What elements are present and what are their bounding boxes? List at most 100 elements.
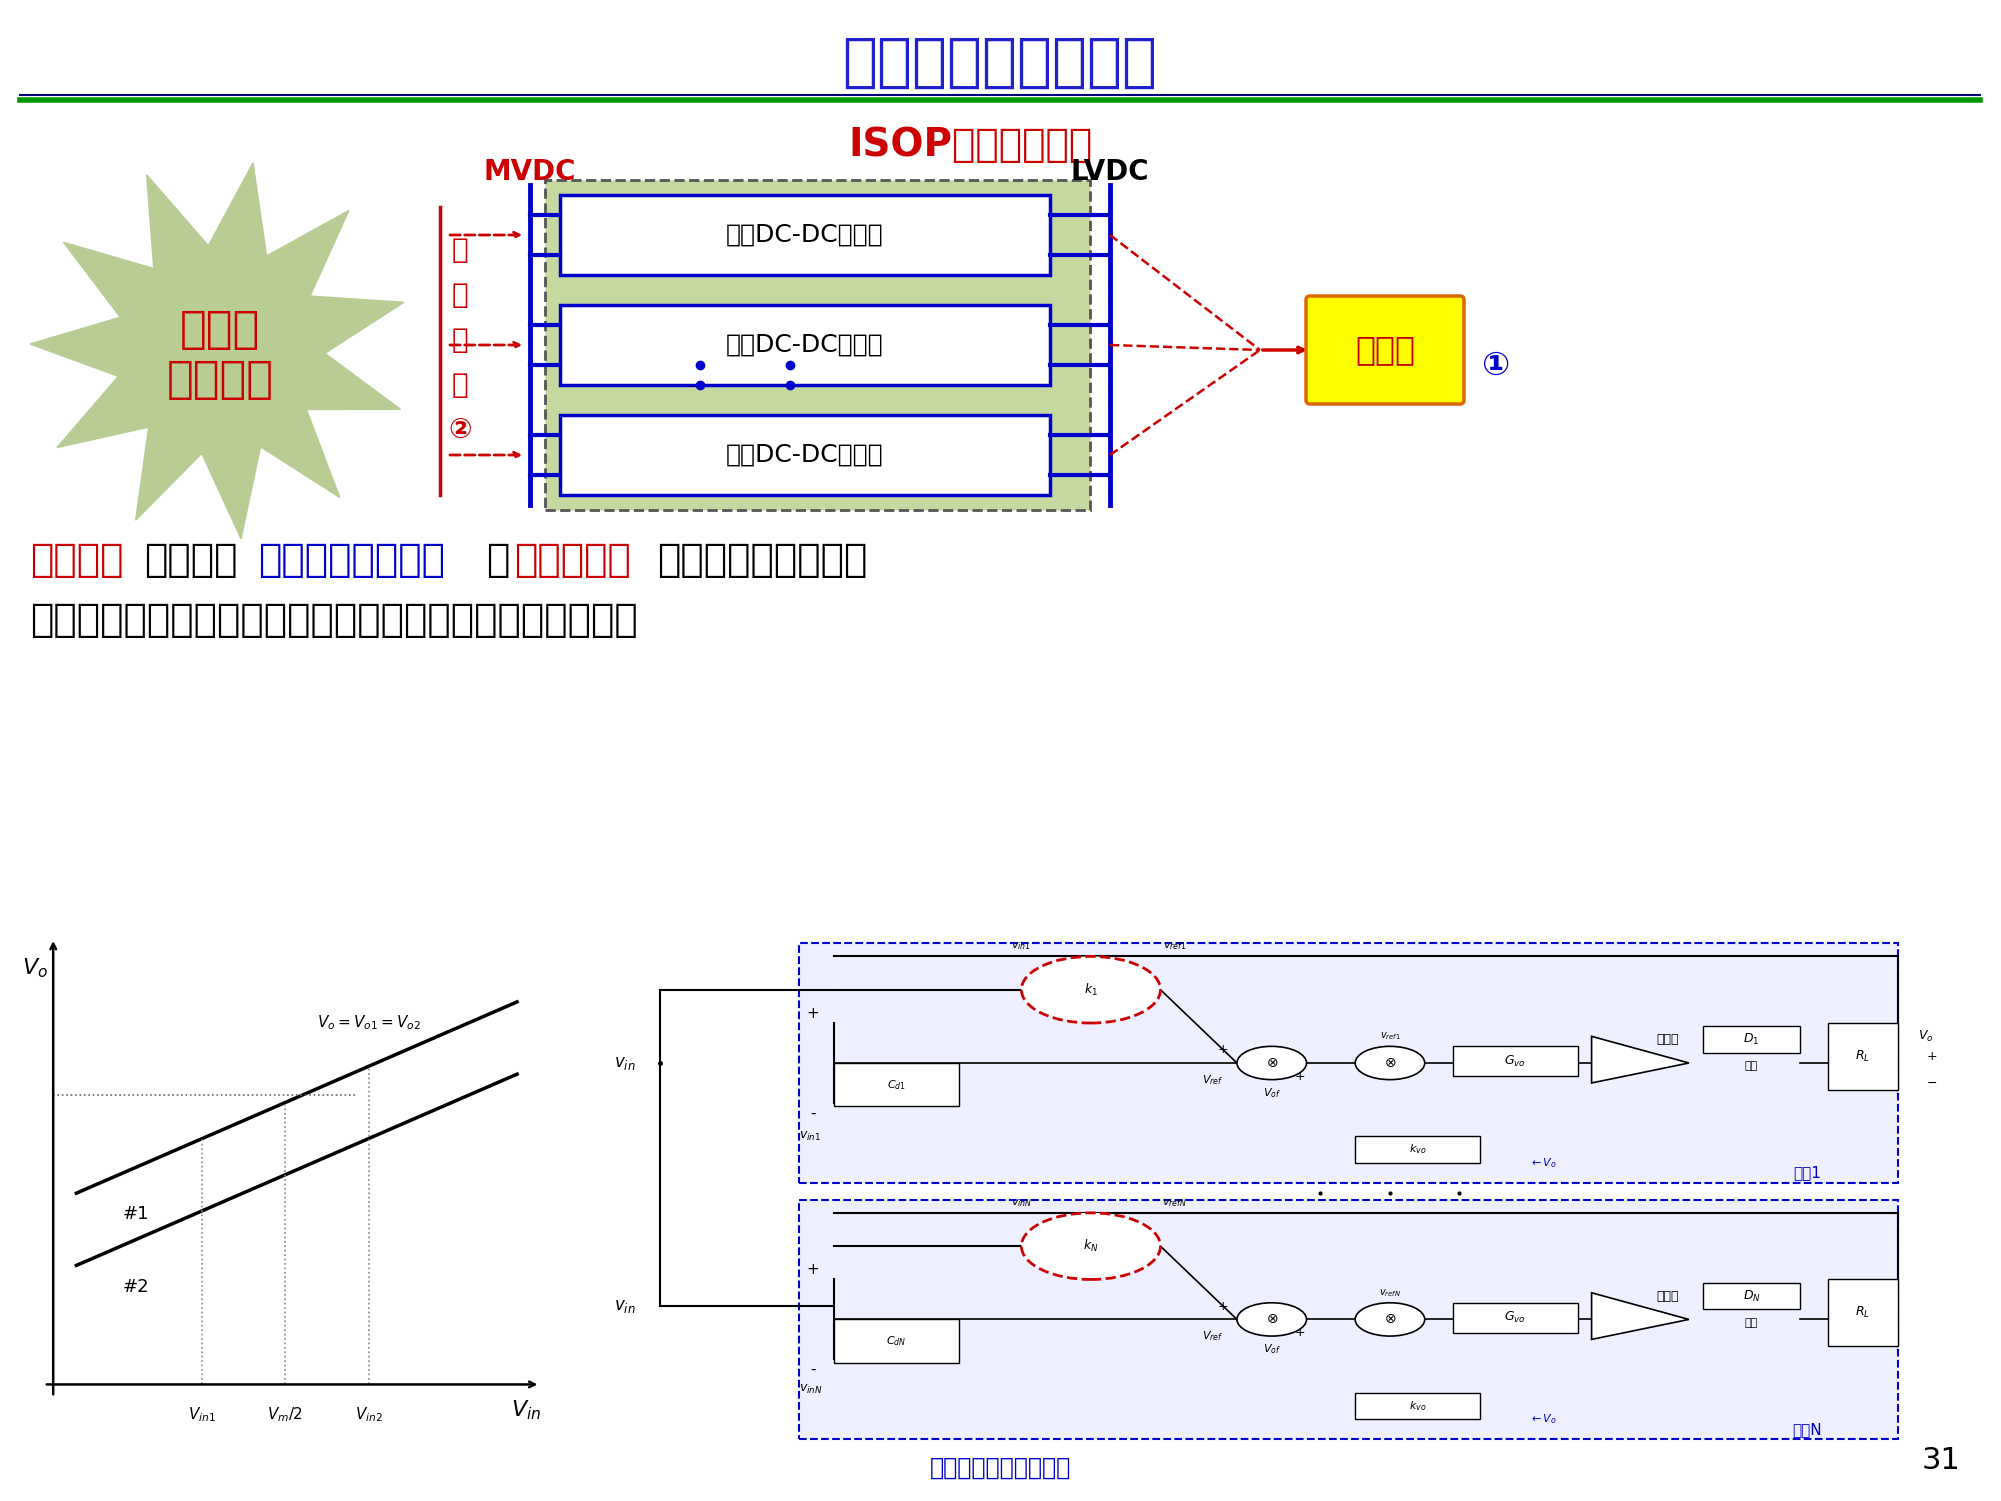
Text: 模块1: 模块1 bbox=[1793, 1165, 1821, 1180]
Text: +: + bbox=[806, 1006, 818, 1021]
Text: $v_{ref1}$: $v_{ref1}$ bbox=[1379, 1031, 1401, 1042]
Circle shape bbox=[1237, 1303, 1307, 1336]
Text: $R_L$: $R_L$ bbox=[1855, 1306, 1871, 1321]
Bar bbox=[560, 195, 1051, 275]
Bar bbox=[1703, 1027, 1801, 1054]
Text: $D_1$: $D_1$ bbox=[1743, 1033, 1759, 1048]
Text: $k_{vo}$: $k_{vo}$ bbox=[1409, 1399, 1427, 1412]
Text: $D_N$: $D_N$ bbox=[1743, 1288, 1761, 1304]
Text: $v_{in}$: $v_{in}$ bbox=[614, 1054, 636, 1072]
Text: +: + bbox=[1219, 1043, 1229, 1057]
Circle shape bbox=[1355, 1046, 1425, 1079]
Bar bbox=[834, 1063, 958, 1106]
Text: 比较器: 比较器 bbox=[1657, 1289, 1679, 1303]
Text: 压: 压 bbox=[452, 281, 468, 309]
Text: $\otimes$: $\otimes$ bbox=[1265, 1057, 1279, 1070]
Text: $V_{in}$: $V_{in}$ bbox=[510, 1397, 542, 1421]
Text: 双向DC-DC变换器: 双向DC-DC变换器 bbox=[726, 333, 884, 357]
FancyBboxPatch shape bbox=[1307, 296, 1465, 404]
Text: $\otimes$: $\otimes$ bbox=[1385, 1312, 1397, 1327]
Circle shape bbox=[1021, 1213, 1161, 1279]
Text: 输出电压上翘特性: 输出电压上翘特性 bbox=[258, 540, 444, 579]
Text: 多模块均衡控制策略: 多模块均衡控制策略 bbox=[842, 33, 1157, 90]
Text: $k_1$: $k_1$ bbox=[1085, 982, 1099, 998]
Text: $V_{in1}$: $V_{in1}$ bbox=[188, 1406, 216, 1424]
Text: $V_o$: $V_o$ bbox=[1917, 1028, 1933, 1043]
Text: 均: 均 bbox=[452, 236, 468, 264]
Text: 母: 母 bbox=[452, 326, 468, 354]
Text: -: - bbox=[810, 1361, 816, 1376]
Text: 比较器: 比较器 bbox=[1657, 1033, 1679, 1046]
Bar bbox=[544, 180, 1091, 510]
Text: 模块N: 模块N bbox=[1793, 1421, 1823, 1436]
Text: $v_{in1}$: $v_{in1}$ bbox=[798, 1130, 820, 1142]
Circle shape bbox=[1355, 1303, 1425, 1336]
Text: ISOP型直流变压器: ISOP型直流变压器 bbox=[848, 126, 1093, 164]
Text: +: + bbox=[806, 1262, 818, 1277]
FancyBboxPatch shape bbox=[798, 943, 1897, 1183]
Text: $v_{ref1}$: $v_{ref1}$ bbox=[1163, 941, 1187, 952]
Text: 线: 线 bbox=[452, 371, 468, 399]
Text: $V_{in2}$: $V_{in2}$ bbox=[354, 1406, 382, 1424]
Text: 双向DC-DC变换器: 双向DC-DC变换器 bbox=[726, 224, 884, 248]
Text: 创新点：: 创新点： bbox=[30, 540, 124, 579]
Text: $v_{refN}$: $v_{refN}$ bbox=[1379, 1286, 1401, 1298]
Text: $V_{of}$: $V_{of}$ bbox=[1263, 1087, 1281, 1100]
Text: $V_o$: $V_o$ bbox=[22, 956, 48, 980]
Text: #1: #1 bbox=[122, 1205, 150, 1223]
Text: $R_L$: $R_L$ bbox=[1855, 1049, 1871, 1064]
Text: $C_{d1}$: $C_{d1}$ bbox=[886, 1078, 906, 1091]
Text: −: − bbox=[1927, 1076, 1937, 1090]
Bar bbox=[560, 305, 1051, 384]
Text: $V_o=V_{o1}=V_{o2}$: $V_o=V_{o1}=V_{o2}$ bbox=[316, 1013, 420, 1033]
Polygon shape bbox=[1591, 1292, 1689, 1339]
Bar bbox=[560, 414, 1051, 495]
Text: 串联均压: 串联均压 bbox=[166, 359, 274, 401]
Circle shape bbox=[1237, 1046, 1307, 1079]
Text: +: + bbox=[1927, 1049, 1937, 1063]
Text: +: + bbox=[1295, 1327, 1305, 1339]
Text: ①: ① bbox=[1481, 348, 1509, 381]
Text: $\leftarrow V_o$: $\leftarrow V_o$ bbox=[1529, 1412, 1557, 1426]
Text: 样自身信息，去除均衡控制互联线，从而提高系统可靠性。: 样自身信息，去除均衡控制互联线，从而提高系统可靠性。 bbox=[30, 600, 638, 639]
Text: $\otimes$: $\otimes$ bbox=[1265, 1312, 1279, 1327]
Polygon shape bbox=[30, 164, 404, 539]
Text: 控制器: 控制器 bbox=[1355, 333, 1415, 366]
Bar bbox=[1355, 1136, 1481, 1163]
Bar bbox=[834, 1319, 958, 1363]
Text: 无互联均压: 无互联均压 bbox=[514, 540, 632, 579]
Text: $v_{inN}$: $v_{inN}$ bbox=[798, 1382, 822, 1396]
Text: LVDC: LVDC bbox=[1071, 158, 1149, 186]
Text: $k_N$: $k_N$ bbox=[1083, 1238, 1099, 1255]
Text: +: + bbox=[1219, 1300, 1229, 1312]
Text: $G_{vo}$: $G_{vo}$ bbox=[1505, 1310, 1527, 1325]
Text: $\leftarrow V_o$: $\leftarrow V_o$ bbox=[1529, 1156, 1557, 1169]
Text: 控制策略，模块只采: 控制策略，模块只采 bbox=[656, 540, 866, 579]
Circle shape bbox=[1021, 956, 1161, 1024]
Bar bbox=[1829, 1279, 1897, 1346]
Bar bbox=[1453, 1303, 1577, 1333]
Text: 驱动: 驱动 bbox=[1745, 1061, 1759, 1072]
Bar bbox=[1703, 1283, 1801, 1309]
Text: $v_{inN}$: $v_{inN}$ bbox=[1011, 1196, 1033, 1208]
Text: -: - bbox=[810, 1105, 816, 1120]
Text: +: + bbox=[1295, 1070, 1305, 1082]
Polygon shape bbox=[1591, 1036, 1689, 1084]
Text: $v_{in1}$: $v_{in1}$ bbox=[1011, 941, 1031, 952]
Text: 驱动: 驱动 bbox=[1745, 1318, 1759, 1328]
Bar bbox=[1829, 1024, 1897, 1090]
Text: 的: 的 bbox=[486, 540, 510, 579]
Text: $V_m/2$: $V_m/2$ bbox=[266, 1406, 304, 1424]
Text: $V_{of}$: $V_{of}$ bbox=[1263, 1342, 1281, 1357]
Text: $v_{in}$: $v_{in}$ bbox=[614, 1297, 636, 1315]
FancyBboxPatch shape bbox=[798, 1199, 1897, 1439]
Text: $G_{vo}$: $G_{vo}$ bbox=[1505, 1054, 1527, 1069]
Text: #2: #2 bbox=[122, 1277, 150, 1295]
Text: $\otimes$: $\otimes$ bbox=[1385, 1057, 1397, 1070]
Text: 31: 31 bbox=[1921, 1445, 1961, 1475]
Text: $k_{vo}$: $k_{vo}$ bbox=[1409, 1142, 1427, 1156]
Bar bbox=[1355, 1393, 1481, 1420]
Text: MVDC: MVDC bbox=[484, 158, 576, 186]
Text: 《电工技术学报》发布: 《电工技术学报》发布 bbox=[928, 1456, 1071, 1480]
Text: 提出基于: 提出基于 bbox=[144, 540, 238, 579]
